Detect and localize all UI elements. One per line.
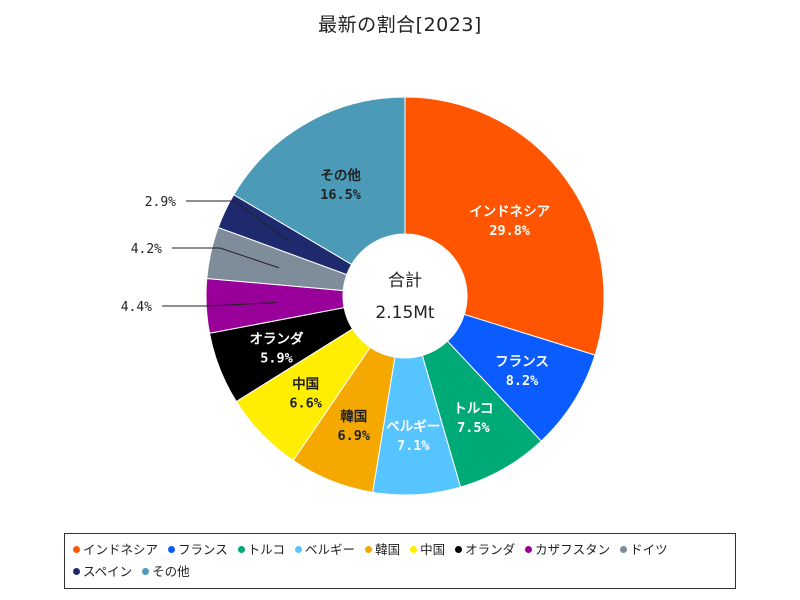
center-value: 2.15Mt (375, 303, 435, 323)
category-label-トルコ: トルコ (453, 401, 493, 417)
legend-label: ベルギー (305, 542, 356, 557)
legend-item-ドイツ: ドイツ (620, 539, 668, 561)
leader-line-カザフスタン (162, 301, 277, 307)
legend-marker (525, 546, 533, 553)
category-label-オランダ: オランダ (250, 330, 304, 347)
leader-line-スペイン (186, 200, 289, 242)
legend: インドネシア フランス トルコ ベルギー 韓国 中国 オランダ カザフスタン ドイツスペイン その… (64, 533, 736, 589)
legend-marker (295, 546, 303, 553)
legend-label: 中国 (420, 542, 446, 557)
legend-label: その他 (152, 564, 190, 579)
legend-item-中国: 中国 (410, 539, 445, 561)
data-label-オランダ: 5.9% (260, 350, 293, 366)
legend-label: カザフスタン (535, 542, 611, 557)
legend-label: トルコ (247, 542, 286, 557)
category-label-ベルギー: ベルギー (386, 419, 440, 435)
data-label-フランス: 8.2% (506, 373, 539, 389)
legend-marker (455, 546, 463, 553)
legend-label: 韓国 (375, 542, 401, 557)
legend-marker (365, 546, 373, 553)
legend-label: インドネシア (83, 542, 159, 557)
data-label-インドネシア: 29.8% (489, 223, 531, 239)
legend-label: フランス (178, 542, 228, 557)
legend-marker (142, 568, 150, 575)
data-label-カザフスタン: 4.4% (121, 300, 152, 315)
legend-label: スペイン (83, 564, 133, 579)
legend-item-韓国: 韓国 (365, 539, 400, 561)
legend-item-その他: その他 (142, 561, 190, 583)
data-label-ベルギー: 7.1% (397, 438, 430, 454)
category-label-インドネシア: インドネシア (469, 204, 550, 220)
slice-その他 (233, 96, 406, 266)
category-label-韓国: 韓国 (340, 408, 367, 425)
data-label-スペイン: 2.9% (145, 195, 176, 210)
data-label-その他: 16.5% (320, 187, 362, 203)
legend-marker (73, 546, 80, 553)
center-label: 合計 (388, 271, 422, 291)
legend-marker (168, 546, 176, 553)
category-label-中国: 中国 (292, 376, 319, 393)
legend-item-スペイン: スペイン (73, 561, 132, 583)
donut-chart: インドネシア 29.8% フランス 8.2% トルコ 7.5% ベルギー 7.1% 韓国 6.9%… (121, 96, 605, 496)
chart-title: 最新の割合[2023] (318, 14, 482, 36)
leader-line-ドイツ (172, 247, 280, 269)
data-label-ドイツ: 4.2% (131, 242, 162, 257)
data-label-韓国: 6.9% (338, 428, 371, 444)
legend-marker (620, 546, 628, 553)
legend-item-インドネシア: インドネシア (73, 539, 158, 561)
slice-インドネシア (404, 96, 605, 356)
legend-marker (237, 546, 245, 553)
legend-label: ドイツ (630, 542, 668, 557)
legend-item-トルコ: トルコ (237, 539, 286, 561)
legend-label: オランダ (465, 542, 516, 557)
category-label-フランス: フランス (495, 354, 549, 370)
legend-marker (73, 568, 80, 575)
legend-item-フランス: フランス (168, 539, 228, 561)
legend-item-カザフスタン: カザフスタン (525, 539, 610, 561)
legend-item-オランダ: オランダ (455, 539, 515, 561)
data-label-中国: 6.6% (289, 396, 322, 412)
legend-marker (410, 546, 418, 553)
category-label-その他: その他 (320, 167, 361, 184)
data-label-トルコ: 7.5% (457, 420, 490, 436)
legend-item-ベルギー: ベルギー (295, 539, 355, 561)
